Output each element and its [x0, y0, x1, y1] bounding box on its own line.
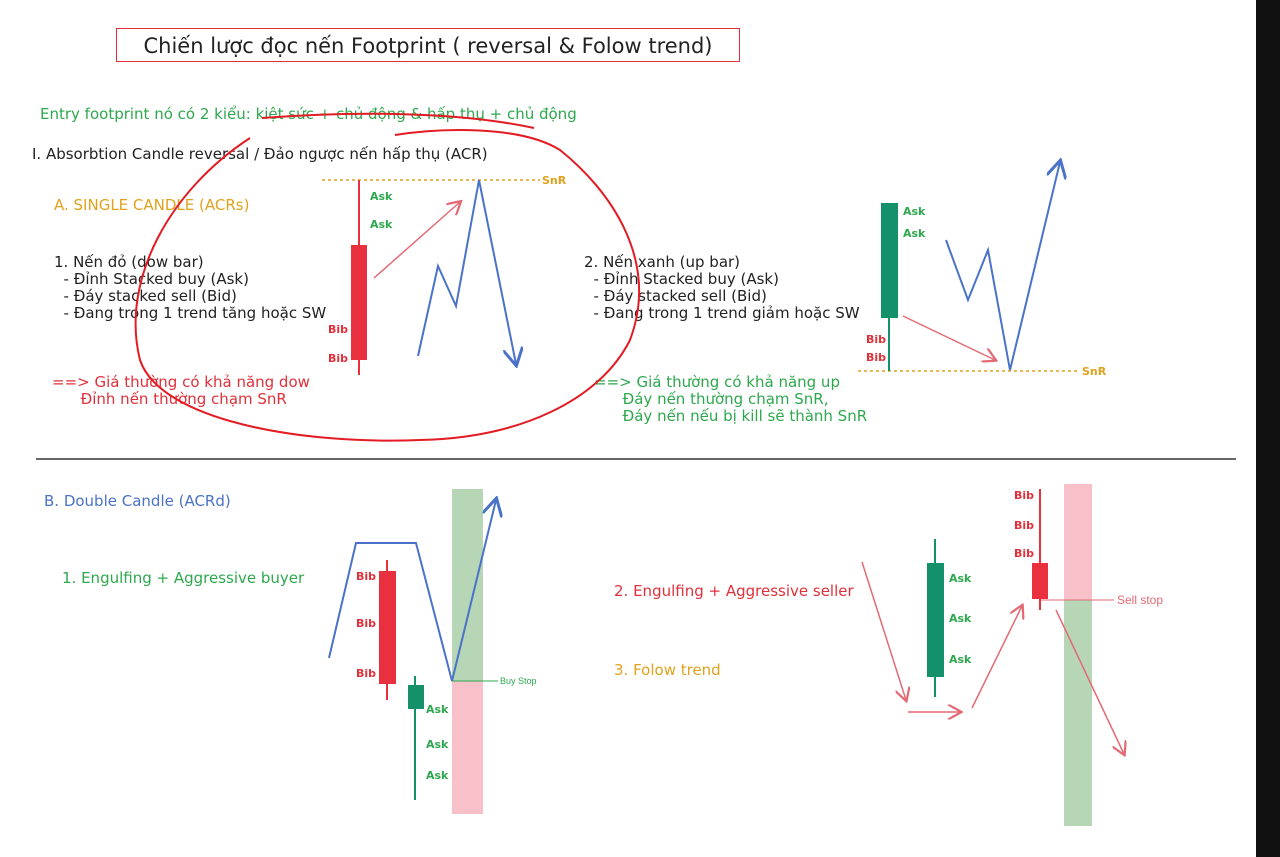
ask-label: Ask [370, 190, 393, 203]
profit-zone [452, 489, 483, 681]
bear-candle [1032, 563, 1048, 599]
red-arrow [861, 561, 906, 700]
page-title: Chiến lược đọc nến Footprint ( reversal … [116, 28, 740, 62]
case1-conclusion: ==> Giá thường có khả năng dow [52, 373, 310, 391]
bid-label: Bib [328, 323, 348, 336]
case2-conclusion: Đáy nến nếu bị kill sẽ thành SnR [594, 407, 868, 425]
red-arrow [1055, 609, 1124, 754]
bid-label: Bib [356, 570, 376, 583]
snr-label: SnR [1082, 365, 1107, 378]
engulfing-seller-label: 2. Engulfing + Aggressive seller [614, 582, 854, 600]
section1-heading: I. Absorbtion Candle reversal / Đảo ngượ… [32, 145, 488, 163]
sell-stop-label: Sell stop [1117, 593, 1163, 607]
follow-trend-label: 3. Folow trend [614, 661, 721, 679]
ask-label: Ask [903, 205, 926, 218]
bid-label: Bib [1014, 519, 1034, 532]
case2-conclusion: ==> Giá thường có khả năng up [594, 373, 840, 391]
bull-candle [881, 203, 898, 318]
case2-line: - Đang trong 1 trend giảm hoặc SW [584, 304, 860, 322]
case2-line: - Đáy stacked sell (Bid) [584, 287, 767, 305]
bid-label: Bib [866, 333, 886, 346]
hand-drawn-underline [261, 112, 535, 129]
case2-line: 2. Nến xanh (up bar) [584, 253, 741, 271]
risk-zone [1064, 484, 1092, 600]
ask-label: Ask [949, 572, 972, 585]
ask-label: Ask [426, 769, 449, 782]
case1-line: - Đỉnh Stacked buy (Ask) [54, 270, 249, 288]
red-arrow [902, 315, 995, 360]
bull-candle [408, 685, 424, 709]
bid-label: Bib [356, 617, 376, 630]
price-path [417, 179, 516, 364]
ask-label: Ask [370, 218, 393, 231]
red-arrow [971, 606, 1022, 709]
case2-line: - Đỉnh Stacked buy (Ask) [584, 270, 779, 288]
ask-label: Ask [426, 738, 449, 751]
case1-conclusion: Đỉnh nến thường chạm SnR [52, 390, 287, 408]
bull-candle [927, 563, 944, 677]
price-path [328, 500, 496, 682]
profit-zone [1064, 600, 1092, 826]
engulfing-buyer-label: 1. Engulfing + Aggressive buyer [62, 569, 305, 587]
hand-drawn-circle [134, 129, 640, 442]
bid-label: Bib [356, 667, 376, 680]
bid-label: Bib [866, 351, 886, 364]
bear-candle [379, 571, 396, 684]
ask-label: Ask [949, 653, 972, 666]
bid-label: Bib [1014, 489, 1034, 502]
bid-label: Bib [328, 352, 348, 365]
red-arrow [373, 202, 460, 279]
double-candle-heading: B. Double Candle (ACRd) [44, 492, 231, 510]
case1-line: 1. Nến đỏ (dow bar) [54, 253, 204, 271]
risk-zone [452, 681, 483, 814]
ask-label: Ask [949, 612, 972, 625]
price-path [945, 162, 1060, 371]
snr-label: SnR [542, 174, 567, 187]
ask-label: Ask [903, 227, 926, 240]
ask-label: Ask [426, 703, 449, 716]
bid-label: Bib [1014, 547, 1034, 560]
case1-line: - Đang trong 1 trend tăng hoặc SW [54, 304, 327, 322]
bear-candle [351, 245, 367, 360]
buy-stop-label: Buy Stop [500, 676, 537, 686]
case2-conclusion: Đáy nến thường chạm SnR, [594, 390, 829, 408]
single-candle-heading: A. SINGLE CANDLE (ACRs) [54, 196, 250, 214]
